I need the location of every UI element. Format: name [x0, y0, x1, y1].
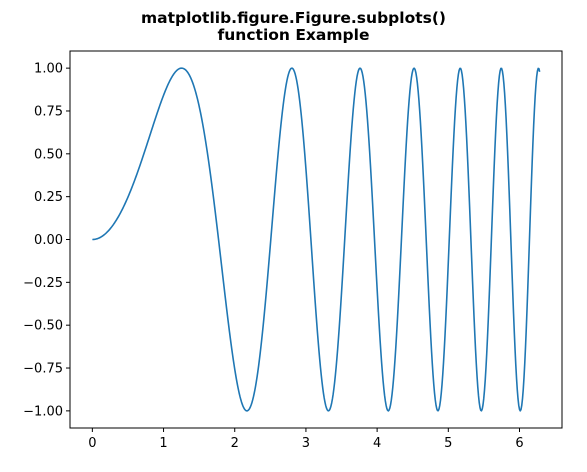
x-tick-label: 3 [302, 436, 310, 451]
y-tick-label: 0.25 [34, 190, 63, 205]
x-tick-label: 6 [515, 436, 523, 451]
x-tick-label: 5 [444, 436, 452, 451]
x-axis: 0 1 2 3 4 5 6 [88, 428, 524, 451]
x-tick-label: 2 [231, 436, 239, 451]
x-tick-label: 1 [159, 436, 167, 451]
series-layer [92, 67, 541, 412]
y-tick-label: −0.50 [23, 319, 63, 334]
y-tick-label: −1.00 [23, 404, 63, 419]
x-tick-label: 4 [373, 436, 381, 451]
y-tick-label: 0.00 [34, 233, 63, 248]
y-axis: 1.00 0.75 0.50 0.25 0.00 −0.25 −0.50 −0.75 −1.00 [23, 62, 70, 419]
series-line [92, 67, 541, 412]
y-tick-label: 0.75 [34, 104, 63, 119]
chart-title-line-2: function Example [217, 26, 370, 44]
y-tick-label: 1.00 [34, 62, 63, 77]
y-tick-label: −0.25 [23, 276, 63, 291]
axes-frame [69, 50, 563, 429]
y-tick-label: −0.75 [23, 362, 63, 377]
axes-spines [69, 50, 563, 429]
chart-title-line-1: matplotlib.figure.Figure.subplots() [140, 9, 447, 27]
x-tick-label: 0 [88, 436, 96, 451]
y-tick-label: 0.50 [34, 147, 63, 162]
